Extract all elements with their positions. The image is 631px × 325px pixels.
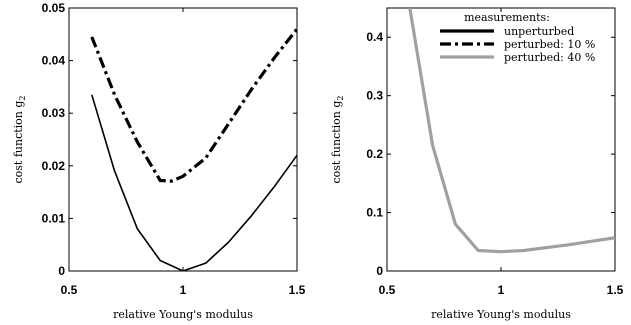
legend-title: measurements: (464, 11, 550, 24)
plot-frame (68, 7, 298, 272)
y-tick-label: 0.4 (366, 30, 383, 44)
x-tick-label: 1 (180, 283, 187, 297)
x-tick-label: 1 (498, 283, 505, 297)
x-axis-title: relative Young's modulus (113, 308, 253, 321)
y-axis-title-subscript: 2 (18, 95, 27, 100)
y-tick-label: 0.1 (366, 206, 383, 220)
series-line-0 (91, 94, 297, 271)
y-tick-label: 0.2 (366, 147, 383, 161)
y-tick-label: 0 (376, 264, 383, 278)
legend-label-2: perturbed: 40 % (504, 51, 595, 64)
y-tick-label: 0 (58, 264, 65, 278)
series-line-1 (90, 28, 297, 183)
y-tick-label: 0.01 (42, 211, 66, 225)
legend-label-0: unperturbed (504, 25, 574, 38)
series-line-0 (408, 8, 615, 254)
y-axis-title: cost function g2 (330, 95, 345, 183)
chart-panel-left: 0 0.01 0.02 0.03 0.04 0.05 0.5 1 1.5 relative You… (12, 1, 306, 321)
x-tick-label: 1.5 (289, 283, 306, 297)
y-axis-title-text: cost function g (12, 101, 25, 184)
y-tick-label: 0.02 (42, 159, 66, 173)
y-tick-label: 0.05 (42, 1, 66, 15)
chart-panel-right: 0 0.1 0.2 0.3 0.4 0.5 1 1.5 relative Young's mod… (330, 7, 624, 321)
y-axis-title-subscript: 2 (336, 95, 345, 100)
x-tick-label: 1.5 (607, 283, 624, 297)
y-tick-label: 0.04 (42, 54, 66, 68)
y-tick-label: 0.03 (42, 106, 66, 120)
x-axis-title: relative Young's modulus (431, 308, 571, 321)
legend-label-1: perturbed: 10 % (504, 38, 595, 51)
y-tick-label: 0.3 (366, 89, 383, 103)
x-tick-label: 0.5 (379, 283, 396, 297)
x-tick-label: 0.5 (61, 283, 78, 297)
y-axis-title: cost function g2 (12, 95, 27, 183)
y-axis-title-text: cost function g (330, 101, 343, 184)
